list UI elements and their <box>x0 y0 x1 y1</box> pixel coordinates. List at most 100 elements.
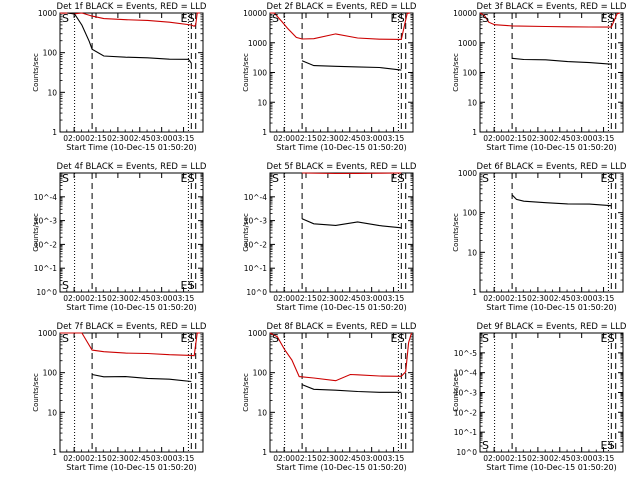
y-tick-label: 1000 <box>38 329 57 338</box>
plot-frame <box>59 172 204 293</box>
y-tick-label: 10^-1 <box>454 428 478 437</box>
y-tick-label: 100 <box>463 69 478 78</box>
x-tick-label: 02:45 <box>129 454 151 463</box>
panel-title: Det 6f BLACK = Events, RED = LLD <box>477 162 627 172</box>
plot-frame <box>479 12 624 133</box>
series-line-lld <box>479 12 621 28</box>
panel-title: Det 9f BLACK = Events, RED = LLD <box>477 322 627 332</box>
y-tick-label: 10^-5 <box>454 349 478 358</box>
series-line-lld <box>302 172 402 175</box>
x-tick-label: 02:00 <box>483 294 505 303</box>
panel-title: Det 1f BLACK = Events, RED = LLD <box>57 2 207 12</box>
x-tick-label: 02:30 <box>317 454 339 463</box>
marker-e: E <box>390 172 397 185</box>
series-line-events <box>512 57 612 65</box>
series-line-events <box>91 373 192 383</box>
y-axis-label: Counts/sec <box>32 373 40 412</box>
y-axis-label: Counts/sec <box>242 373 250 412</box>
x-axis-label: Start Time (10-Dec-15 01:50:20) <box>276 303 407 312</box>
x-axis-label: Start Time (10-Dec-15 01:50:20) <box>66 143 197 152</box>
y-tick-label: 10^-2 <box>454 408 478 417</box>
x-axis-label: Start Time (10-Dec-15 01:50:20) <box>66 303 197 312</box>
panel-title: Det 3f BLACK = Events, RED = LLD <box>477 2 627 12</box>
x-axis-label: Start Time (10-Dec-15 01:50:20) <box>276 463 407 472</box>
x-tick-label: 03:15 <box>593 294 615 303</box>
x-tick-label: 02:00 <box>63 454 85 463</box>
x-tick-label: 02:45 <box>339 294 361 303</box>
x-tick-label: 02:15 <box>85 294 107 303</box>
marker-bottom-s: S <box>482 439 489 452</box>
x-tick-label: 02:30 <box>527 294 549 303</box>
x-tick-label: 03:00 <box>571 454 593 463</box>
y-tick-label: 10^0 <box>246 288 267 297</box>
y-tick-label: 10^-3 <box>34 217 58 226</box>
series-line-events <box>301 60 402 71</box>
x-tick-label: 02:00 <box>63 134 85 143</box>
marker-s: S <box>482 12 489 25</box>
panel-6: Det 6f BLACK = Events, RED = LLD Counts/s… <box>452 162 627 312</box>
panel-9: Det 9f BLACK = Events, RED = LLD Counts/s… <box>452 322 627 472</box>
marker-bottom-e: E <box>600 439 607 452</box>
y-tick-label: 1000 <box>248 329 267 338</box>
x-tick-label: 02:15 <box>85 454 107 463</box>
y-tick-label: 1 <box>472 288 477 297</box>
panel-3: Det 3f BLACK = Events, RED = LLD Counts/s… <box>452 2 627 152</box>
series-line-events <box>67 12 192 64</box>
y-tick-label: 10 <box>467 248 477 257</box>
series-line-events <box>301 384 402 393</box>
y-tick-label: 100 <box>43 49 58 58</box>
panel-4: Det 4f BLACK = Events, RED = LLD Counts/s… <box>32 162 207 312</box>
marker-bottom-s: S <box>62 279 69 292</box>
x-tick-label: 02:30 <box>107 294 129 303</box>
marker-bottom-s: S <box>188 279 195 292</box>
marker-e: E <box>180 332 187 345</box>
y-axis-label: Counts/sec <box>452 213 460 252</box>
y-axis-label: Counts/sec <box>32 213 40 252</box>
x-tick-label: 02:45 <box>129 134 151 143</box>
y-tick-label: 10^0 <box>456 448 477 457</box>
x-tick-label: 02:30 <box>317 294 339 303</box>
marker-s: S <box>62 12 69 25</box>
x-tick-label: 02:30 <box>527 454 549 463</box>
plot-frame <box>269 332 414 453</box>
panel-2: Det 2f BLACK = Events, RED = LLD Counts/s… <box>242 2 417 152</box>
x-tick-label: 02:00 <box>273 454 295 463</box>
panel-title: Det 5f BLACK = Events, RED = LLD <box>267 162 417 172</box>
series-line-lld <box>60 332 201 357</box>
x-tick-label: 02:45 <box>549 454 571 463</box>
x-tick-label: 03:15 <box>383 454 405 463</box>
y-tick-label: 10^-3 <box>454 389 478 398</box>
marker-e: E <box>180 12 187 25</box>
marker-s: S <box>62 172 69 185</box>
marker-e: E <box>390 12 397 25</box>
marker-s: S <box>62 332 69 345</box>
y-tick-label: 1 <box>52 448 57 457</box>
x-tick-label: 02:30 <box>107 454 129 463</box>
marker-bottom-s: S <box>608 439 615 452</box>
marker-s: S <box>608 12 615 25</box>
panel-1: Det 1f BLACK = Events, RED = LLD Counts/s… <box>32 2 207 152</box>
x-tick-label: 02:15 <box>505 134 527 143</box>
x-tick-label: 02:00 <box>63 294 85 303</box>
y-tick-label: 10^-3 <box>244 217 268 226</box>
x-tick-label: 02:45 <box>129 294 151 303</box>
x-tick-label: 02:00 <box>483 134 505 143</box>
y-tick-label: 10000 <box>453 9 477 18</box>
x-tick-label: 03:00 <box>361 294 383 303</box>
x-tick-label: 02:45 <box>339 454 361 463</box>
x-tick-label: 03:15 <box>173 454 195 463</box>
y-tick-label: 1000 <box>38 9 57 18</box>
x-tick-label: 02:45 <box>339 134 361 143</box>
series-line-lld <box>269 332 413 382</box>
marker-s: S <box>272 12 279 25</box>
marker-s: S <box>188 332 195 345</box>
marker-s: S <box>272 332 279 345</box>
y-tick-label: 10^-1 <box>34 264 58 273</box>
series-line-events <box>301 218 402 229</box>
x-tick-label: 02:30 <box>317 134 339 143</box>
plot-frame <box>269 12 414 133</box>
x-tick-label: 02:15 <box>295 294 317 303</box>
marker-bottom-e: E <box>180 279 187 292</box>
series-line-events <box>511 194 612 207</box>
y-tick-label: 10 <box>47 88 57 97</box>
